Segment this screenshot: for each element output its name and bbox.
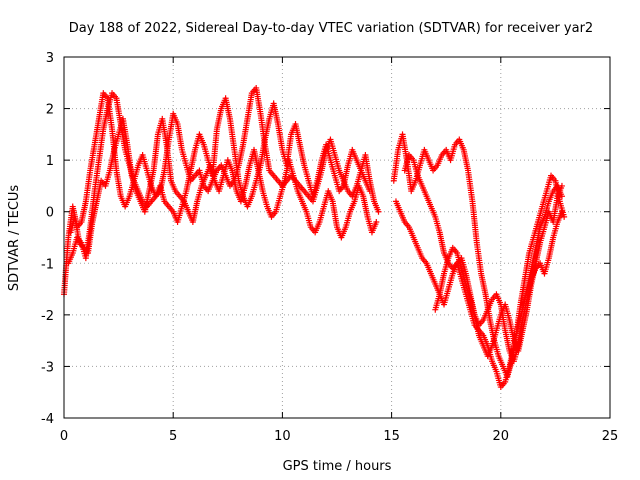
y-axis-label: SDTVAR / TECUs	[7, 185, 22, 292]
plot-frame	[63, 56, 611, 419]
x-tick-label: 25	[602, 429, 619, 444]
x-tick-label: 20	[493, 429, 510, 444]
data-point	[375, 208, 382, 215]
y-tick-labels: -4 -3 -2 -1 0 1 2 3	[41, 51, 54, 427]
data-point	[366, 188, 373, 195]
data-point	[373, 219, 380, 226]
series-G	[432, 208, 565, 365]
x-tick-label: 0	[60, 429, 68, 444]
data-point	[558, 182, 565, 189]
data-points	[61, 84, 568, 391]
y-tick-label: 1	[46, 154, 54, 169]
series-B	[65, 90, 373, 267]
y-tick-label: 3	[46, 51, 54, 66]
grid	[64, 57, 610, 418]
x-tick-label: 5	[169, 429, 177, 444]
y-tick-label: -1	[41, 257, 54, 272]
axis-ticks	[63, 56, 611, 419]
x-axis-label: GPS time / hours	[283, 459, 392, 474]
series-E	[392, 182, 565, 391]
x-tick-label: 15	[383, 429, 400, 444]
y-tick-label: -4	[41, 412, 54, 427]
y-tick-label: -3	[41, 360, 54, 375]
data-point	[561, 213, 568, 220]
y-tick-label: 2	[46, 103, 54, 118]
y-tick-label: -2	[41, 309, 54, 324]
x-tick-label: 10	[274, 429, 291, 444]
series-F	[401, 151, 565, 360]
data-point	[558, 208, 565, 215]
series-C	[67, 115, 380, 256]
x-tick-labels: 0 5 10 15 20 25	[60, 429, 618, 444]
chart-title: Day 188 of 2022, Sidereal Day-to-day VTE…	[69, 21, 593, 36]
y-tick-label: 0	[46, 206, 54, 221]
